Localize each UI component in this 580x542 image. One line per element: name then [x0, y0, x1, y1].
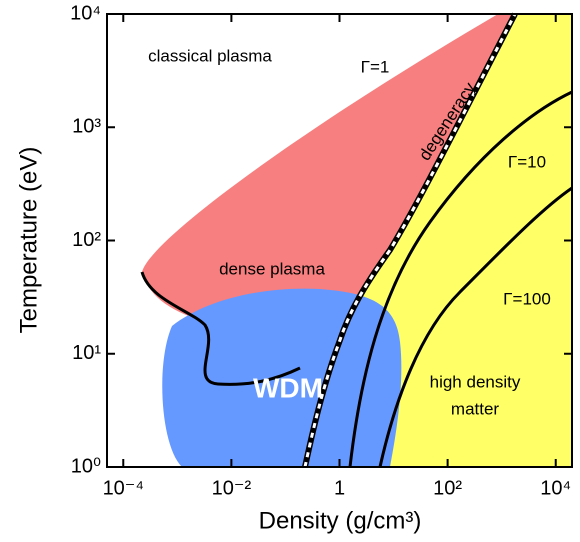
y-tick-label: 10⁰ — [71, 455, 101, 477]
annotation: Γ=100 — [503, 289, 551, 308]
x-tick-label: 1 — [334, 477, 345, 499]
annotation: classical plasma — [148, 46, 272, 65]
y-tick-label: 10⁴ — [70, 2, 101, 24]
x-tick-label: 10⁴ — [540, 477, 571, 499]
annotation: WDM — [253, 372, 323, 403]
annotation: dense plasma — [219, 259, 325, 278]
x-axis-label: Density (g/cm³) — [259, 507, 422, 534]
y-axis-label: Temperature (eV) — [15, 147, 42, 334]
y-tick-label: 10² — [72, 229, 101, 251]
x-tick-label: 10⁻² — [212, 477, 252, 499]
annotation: matter — [451, 399, 500, 418]
gamma-1-line — [140, 271, 301, 386]
y-tick-label: 10³ — [72, 116, 101, 138]
x-tick-label: 10² — [433, 477, 462, 499]
annotation: high density — [430, 372, 521, 391]
y-tick-label: 10¹ — [72, 342, 101, 364]
regions — [140, 12, 573, 468]
annotation: Γ=1 — [361, 57, 390, 76]
gamma-10-line — [348, 90, 573, 468]
dense-plasma-region — [142, 14, 515, 322]
degeneracy-line-dash — [303, 13, 517, 468]
x-tick-label: 10⁻⁴ — [103, 477, 144, 499]
annotation: Γ=10 — [508, 152, 546, 171]
gamma-100-line — [378, 186, 573, 468]
